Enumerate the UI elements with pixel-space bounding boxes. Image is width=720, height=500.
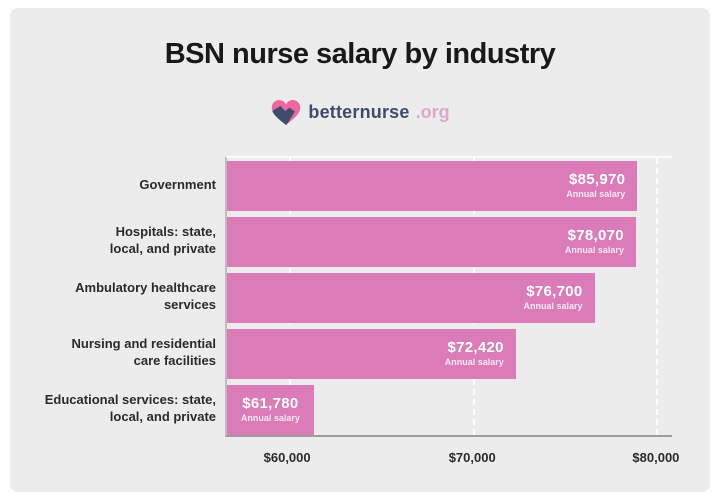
category-label: Ambulatory healthcare services xyxy=(75,280,216,312)
x-axis-tick-labels: $60,000 $70,000 $80,000 xyxy=(225,450,680,470)
chart-title: BSN nurse salary by industry xyxy=(164,38,556,70)
x-axis-tick: $70,000 xyxy=(448,450,496,465)
category-label: Nursing and residential care facilities xyxy=(71,336,216,368)
category-labels: Government Hospitals: state, local, and pr… xyxy=(36,159,216,439)
chart-plot-area: $85,970 Annual salary $78,070 Annual salary… xyxy=(225,156,672,437)
salary-amount: $76,700 xyxy=(526,283,583,301)
category-label: Government xyxy=(139,176,216,192)
bar-value-label: $61,780 Annual salary xyxy=(241,396,300,423)
bar-value-label: $78,070 Annual salary xyxy=(565,228,624,255)
logo-brand-text: betternurse xyxy=(308,101,410,122)
bar-value-label: $85,970 Annual salary xyxy=(566,172,625,199)
x-axis-tick: $60,000 xyxy=(263,450,311,465)
salary-amount: $78,070 xyxy=(567,227,624,245)
gridline xyxy=(655,158,658,435)
salary-sublabel: Annual salary xyxy=(240,413,300,424)
heart-logo-icon xyxy=(272,99,301,125)
salary-sublabel: Annual salary xyxy=(566,189,626,200)
category-label: Educational services: state, local, and p… xyxy=(44,392,216,424)
salary-sublabel: Annual salary xyxy=(444,357,504,368)
salary-amount: $61,780 xyxy=(242,395,299,413)
salary-sublabel: Annual salary xyxy=(564,245,624,256)
logo-tld-text: .org xyxy=(415,101,450,122)
bar: $85,970 Annual salary xyxy=(227,161,638,211)
bar: $78,070 Annual salary xyxy=(227,217,636,267)
bar-value-label: $72,420 Annual salary xyxy=(445,340,504,367)
x-axis-tick: $80,000 xyxy=(632,450,680,465)
category-label: Hospitals: state, local, and private xyxy=(109,224,216,256)
infographic-card: BSN nurse salary by industry betternurse… xyxy=(10,8,710,492)
bar: $76,700 Annual salary xyxy=(227,273,595,323)
bar: $72,420 Annual salary xyxy=(227,329,516,379)
bar-value-label: $76,700 Annual salary xyxy=(524,284,583,311)
betternurse-logo: betternurse .org xyxy=(10,96,710,128)
salary-sublabel: Annual salary xyxy=(523,301,583,312)
salary-amount: $72,420 xyxy=(447,339,504,357)
bar-rows: $85,970 Annual salary $78,070 Annual salary… xyxy=(227,161,672,441)
bar: $61,780 Annual salary xyxy=(227,385,314,435)
salary-amount: $85,970 xyxy=(568,171,626,189)
